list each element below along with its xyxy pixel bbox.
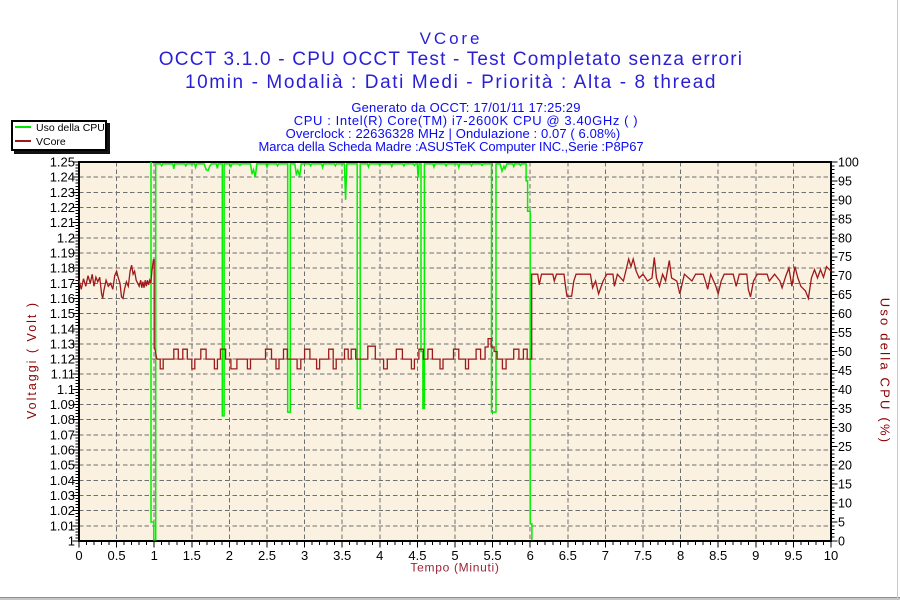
svg-text:0.5: 0.5 bbox=[108, 548, 126, 563]
svg-text:1: 1 bbox=[151, 548, 158, 563]
svg-text:1.08: 1.08 bbox=[50, 412, 75, 427]
svg-text:1.03: 1.03 bbox=[50, 488, 75, 503]
svg-text:5.5: 5.5 bbox=[484, 548, 502, 563]
svg-text:1.02: 1.02 bbox=[50, 503, 75, 518]
svg-text:10: 10 bbox=[824, 548, 838, 563]
svg-text:2: 2 bbox=[226, 548, 233, 563]
svg-text:4.5: 4.5 bbox=[408, 548, 426, 563]
svg-text:95: 95 bbox=[838, 174, 852, 188]
svg-text:55: 55 bbox=[838, 326, 852, 340]
svg-text:1.04: 1.04 bbox=[50, 473, 75, 488]
svg-text:1.21: 1.21 bbox=[50, 215, 75, 230]
svg-text:60: 60 bbox=[838, 307, 852, 321]
svg-text:25: 25 bbox=[838, 440, 852, 454]
svg-text:1.2: 1.2 bbox=[57, 230, 75, 245]
svg-text:6: 6 bbox=[527, 548, 534, 563]
svg-text:30: 30 bbox=[838, 421, 852, 435]
svg-text:75: 75 bbox=[838, 250, 852, 264]
svg-text:65: 65 bbox=[838, 288, 852, 302]
svg-text:1.05: 1.05 bbox=[50, 458, 75, 473]
svg-text:1.1: 1.1 bbox=[57, 382, 75, 397]
svg-text:9.5: 9.5 bbox=[784, 548, 802, 563]
svg-text:Uso della CPU (%): Uso della CPU (%) bbox=[878, 298, 893, 445]
svg-text:2.5: 2.5 bbox=[258, 548, 276, 563]
svg-text:15: 15 bbox=[838, 478, 852, 492]
svg-text:3.5: 3.5 bbox=[333, 548, 351, 563]
svg-text:5: 5 bbox=[451, 548, 458, 563]
svg-text:1.07: 1.07 bbox=[50, 427, 75, 442]
svg-text:70: 70 bbox=[838, 269, 852, 283]
svg-text:1.25: 1.25 bbox=[50, 155, 75, 170]
svg-text:1.12: 1.12 bbox=[50, 352, 75, 367]
svg-text:7: 7 bbox=[602, 548, 609, 563]
svg-text:40: 40 bbox=[838, 383, 852, 397]
svg-text:8: 8 bbox=[677, 548, 684, 563]
svg-text:50: 50 bbox=[838, 345, 852, 359]
svg-text:1.14: 1.14 bbox=[50, 321, 75, 336]
svg-text:100: 100 bbox=[838, 156, 859, 170]
svg-text:1.06: 1.06 bbox=[50, 443, 75, 458]
svg-text:0: 0 bbox=[75, 548, 82, 563]
svg-text:1.23: 1.23 bbox=[50, 185, 75, 200]
svg-text:1.15: 1.15 bbox=[50, 306, 75, 321]
svg-text:7.5: 7.5 bbox=[634, 548, 652, 563]
svg-text:5: 5 bbox=[838, 516, 845, 530]
svg-text:8.5: 8.5 bbox=[709, 548, 727, 563]
svg-text:35: 35 bbox=[838, 402, 852, 416]
svg-text:80: 80 bbox=[838, 231, 852, 245]
svg-text:Voltaggi ( Volt ): Voltaggi ( Volt ) bbox=[25, 301, 39, 419]
svg-text:1.22: 1.22 bbox=[50, 200, 75, 215]
svg-text:1.19: 1.19 bbox=[50, 246, 75, 261]
svg-text:Tempo (Minuti): Tempo (Minuti) bbox=[410, 561, 499, 575]
svg-text:1.13: 1.13 bbox=[50, 336, 75, 351]
svg-text:9: 9 bbox=[752, 548, 759, 563]
svg-text:20: 20 bbox=[838, 459, 852, 473]
svg-text:85: 85 bbox=[838, 212, 852, 226]
svg-text:1.09: 1.09 bbox=[50, 397, 75, 412]
svg-text:4: 4 bbox=[376, 548, 383, 563]
svg-text:1.5: 1.5 bbox=[183, 548, 201, 563]
svg-text:1.01: 1.01 bbox=[50, 518, 75, 533]
svg-text:0: 0 bbox=[838, 535, 845, 549]
svg-text:1.16: 1.16 bbox=[50, 291, 75, 306]
svg-text:1.24: 1.24 bbox=[50, 170, 75, 185]
svg-text:1.11: 1.11 bbox=[51, 367, 75, 382]
svg-text:10: 10 bbox=[838, 497, 852, 511]
svg-text:1.17: 1.17 bbox=[50, 276, 75, 291]
svg-text:3: 3 bbox=[301, 548, 308, 563]
svg-text:45: 45 bbox=[838, 364, 852, 378]
svg-text:1: 1 bbox=[68, 534, 75, 549]
svg-text:6.5: 6.5 bbox=[559, 548, 577, 563]
svg-text:90: 90 bbox=[838, 193, 852, 207]
svg-text:1.18: 1.18 bbox=[50, 261, 75, 276]
